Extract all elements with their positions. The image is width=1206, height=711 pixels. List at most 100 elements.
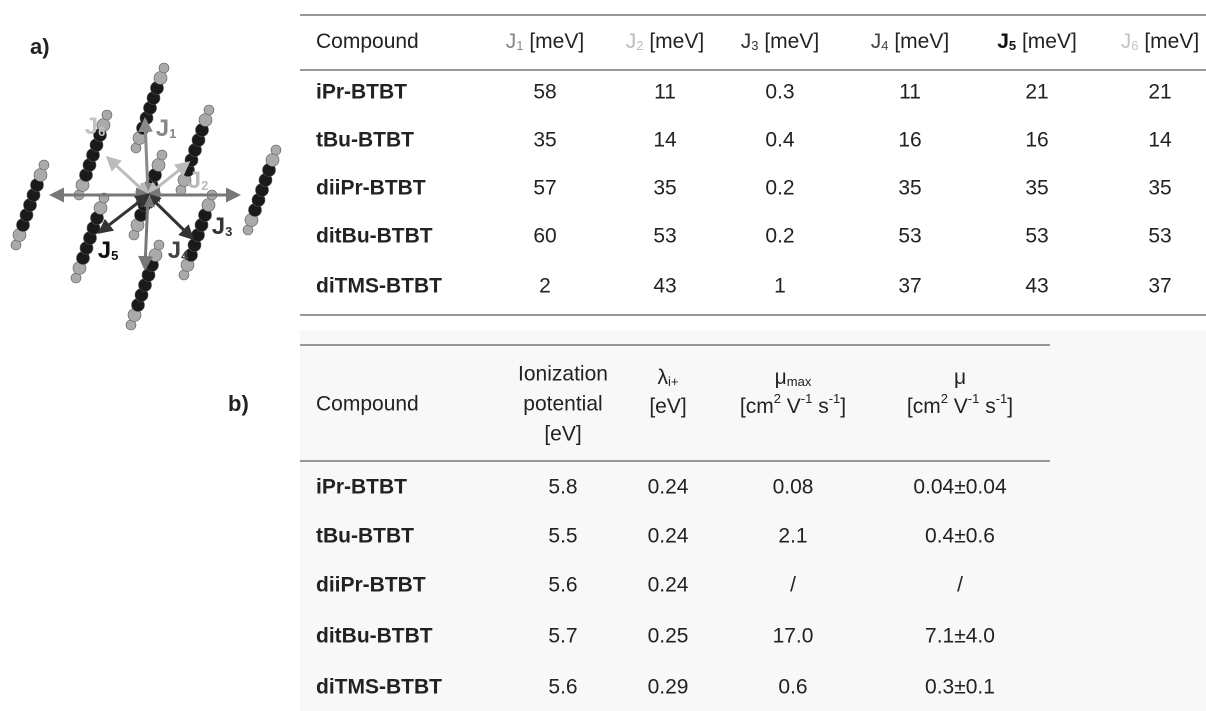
column-header-part: s bbox=[812, 395, 828, 418]
cell: 0.24 bbox=[648, 476, 689, 499]
panel-a-label: a) bbox=[30, 34, 50, 59]
cell: 0.6 bbox=[778, 676, 807, 699]
cell: / bbox=[790, 574, 796, 597]
column-header-part: 6 bbox=[1131, 38, 1138, 53]
cell: 7.1±4.0 bbox=[925, 625, 995, 648]
coupling-label-part: J bbox=[98, 237, 111, 264]
column-header: μ bbox=[954, 366, 966, 389]
column-header-part: max bbox=[787, 374, 812, 389]
row-header: diTMS-BTBT bbox=[316, 676, 442, 699]
column-header: Ionization bbox=[518, 363, 608, 386]
atom bbox=[148, 248, 163, 262]
atom bbox=[33, 168, 48, 182]
column-header-part: -1 bbox=[968, 391, 980, 406]
cell: 0.4 bbox=[765, 129, 795, 152]
coupling-arrow bbox=[105, 155, 151, 198]
atom bbox=[270, 144, 282, 156]
cell: 0.25 bbox=[648, 625, 689, 648]
atom bbox=[153, 239, 165, 251]
cell: 16 bbox=[1025, 129, 1048, 152]
atom bbox=[265, 153, 280, 167]
cell: 21 bbox=[1025, 81, 1048, 104]
cell: 35 bbox=[653, 177, 676, 200]
column-header: Compound bbox=[316, 393, 419, 416]
coupling-label-part: 5 bbox=[111, 248, 118, 263]
column-header-part: V bbox=[781, 395, 801, 418]
coupling-label-part: J bbox=[85, 113, 98, 140]
cell: 37 bbox=[898, 275, 921, 298]
cell: 2.1 bbox=[778, 525, 807, 548]
cell: 37 bbox=[1148, 275, 1171, 298]
column-header-part: 2 bbox=[941, 391, 948, 406]
coupling-label-part: J bbox=[212, 213, 225, 240]
cell: 5.6 bbox=[548, 676, 577, 699]
atom bbox=[38, 159, 50, 171]
cell: 5.5 bbox=[548, 525, 577, 548]
column-header: J4 [meV] bbox=[871, 30, 949, 54]
cell: 21 bbox=[1148, 81, 1171, 104]
cell: 14 bbox=[653, 129, 677, 152]
cell: 60 bbox=[533, 225, 556, 248]
column-header-part: ] bbox=[1007, 395, 1013, 418]
atom bbox=[201, 198, 216, 212]
cell: 0.3 bbox=[765, 81, 794, 104]
column-header: Compound bbox=[316, 30, 419, 53]
column-header-part: [meV] bbox=[644, 30, 705, 53]
atom bbox=[153, 71, 168, 85]
column-header-part: [cm bbox=[740, 395, 774, 418]
cell: 11 bbox=[654, 81, 676, 104]
column-header-part: [eV] bbox=[649, 395, 686, 418]
column-header: μmax bbox=[775, 366, 812, 390]
cell: 53 bbox=[653, 225, 676, 248]
cell: 43 bbox=[1025, 275, 1048, 298]
column-header: J2 [meV] bbox=[626, 30, 704, 54]
cell: 58 bbox=[533, 81, 556, 104]
column-header-part: J bbox=[997, 30, 1009, 53]
cell: 5.8 bbox=[548, 476, 577, 499]
column-header: λi+ bbox=[658, 366, 679, 390]
column-header-part: 1 bbox=[516, 38, 523, 53]
coupling-label-part: 4 bbox=[181, 248, 189, 263]
column-header: [cm2 V-1 s-1] bbox=[740, 391, 846, 417]
column-header-part: 2 bbox=[774, 391, 781, 406]
cell: 0.4±0.6 bbox=[925, 525, 995, 548]
crystal-diagram bbox=[10, 62, 282, 331]
column-header-part: ] bbox=[840, 395, 846, 418]
cell: 17.0 bbox=[773, 625, 814, 648]
coupling-label: J6 bbox=[85, 113, 106, 140]
cell: 0.2 bbox=[765, 225, 794, 248]
row-header: ditBu-BTBT bbox=[316, 225, 433, 248]
row-header: tBu-BTBT bbox=[316, 525, 414, 548]
coupling-label-part: 2 bbox=[201, 178, 208, 193]
column-header: potential bbox=[523, 393, 602, 416]
panel-b-label: b) bbox=[228, 391, 249, 416]
column-header-part: 3 bbox=[751, 38, 758, 53]
atom bbox=[101, 109, 113, 121]
coupling-label: J1 bbox=[156, 115, 177, 142]
column-header-part: J bbox=[626, 30, 637, 53]
column-header-part: μ bbox=[775, 366, 787, 389]
row-header: tBu-BTBT bbox=[316, 129, 414, 152]
coupling-label-part: 1 bbox=[169, 126, 176, 141]
column-header: [cm2 V-1 s-1] bbox=[907, 391, 1013, 417]
coupling-label: J5 bbox=[98, 237, 119, 264]
cell: 0.08 bbox=[773, 476, 814, 499]
cell: / bbox=[957, 574, 963, 597]
cell: 43 bbox=[653, 275, 676, 298]
coupling-label-part: J bbox=[188, 167, 201, 194]
cell: 5.6 bbox=[548, 574, 577, 597]
coupling-arrow bbox=[97, 193, 151, 234]
coupling-label: J2 bbox=[188, 167, 209, 194]
atom bbox=[93, 201, 108, 215]
column-header: J3 [meV] bbox=[741, 30, 819, 54]
column-header-part: -1 bbox=[829, 391, 841, 406]
column-header-part: [meV] bbox=[524, 30, 585, 53]
column-header-part: 2 bbox=[636, 38, 643, 53]
column-header-part: -1 bbox=[996, 391, 1008, 406]
column-header-part: [meV] bbox=[889, 30, 950, 53]
column-header-part: 4 bbox=[881, 38, 888, 53]
column-header-part: Compound bbox=[316, 30, 419, 53]
coupling-label-part: 3 bbox=[225, 224, 232, 239]
cell: 0.2 bbox=[765, 177, 794, 200]
cell: 35 bbox=[1025, 177, 1048, 200]
